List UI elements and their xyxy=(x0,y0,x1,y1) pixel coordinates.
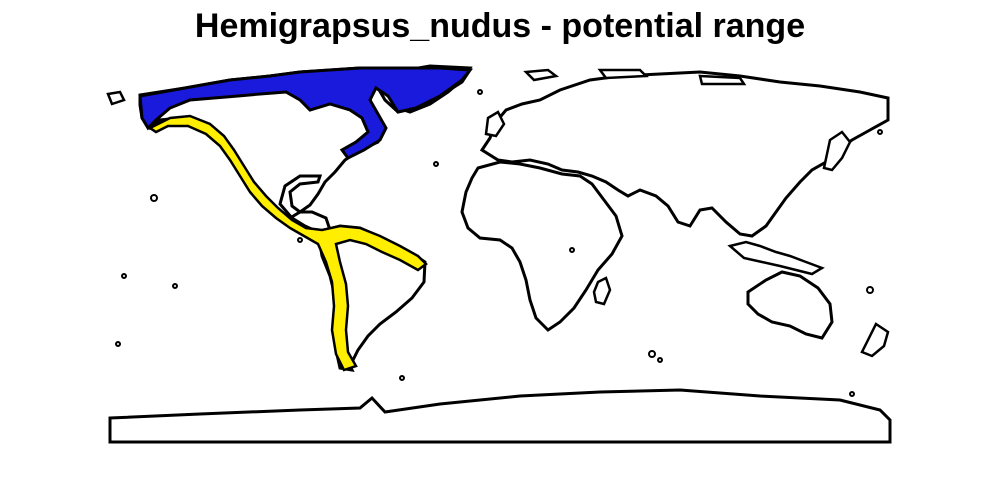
island-dot xyxy=(172,283,178,289)
island-dot xyxy=(648,350,656,358)
range-north xyxy=(138,66,473,160)
island-dot xyxy=(115,341,121,347)
madagascar xyxy=(592,276,612,306)
island-dot xyxy=(399,375,405,381)
island-dot xyxy=(877,129,883,135)
island-dot xyxy=(849,391,855,397)
arctic-island xyxy=(597,68,649,80)
arctic-island xyxy=(523,68,560,82)
antarctica xyxy=(108,388,892,444)
arctic-island xyxy=(698,74,747,86)
range-pacific xyxy=(147,114,428,372)
australia xyxy=(746,270,834,340)
island-dot xyxy=(433,161,439,167)
southeast-asia-islands xyxy=(727,240,825,276)
africa xyxy=(460,160,624,332)
british-isles xyxy=(484,110,506,138)
island-dot xyxy=(657,357,663,363)
island-dot xyxy=(866,286,874,294)
island-dot xyxy=(150,194,158,202)
island-dot xyxy=(121,273,127,279)
island-dot xyxy=(477,89,483,95)
japan xyxy=(822,130,852,172)
island-dot xyxy=(569,247,575,253)
map-title: Hemigrapsus_nudus - potential range xyxy=(194,7,806,45)
island-dot xyxy=(297,237,303,243)
arctic-island xyxy=(106,90,126,106)
new-zealand xyxy=(860,322,890,358)
